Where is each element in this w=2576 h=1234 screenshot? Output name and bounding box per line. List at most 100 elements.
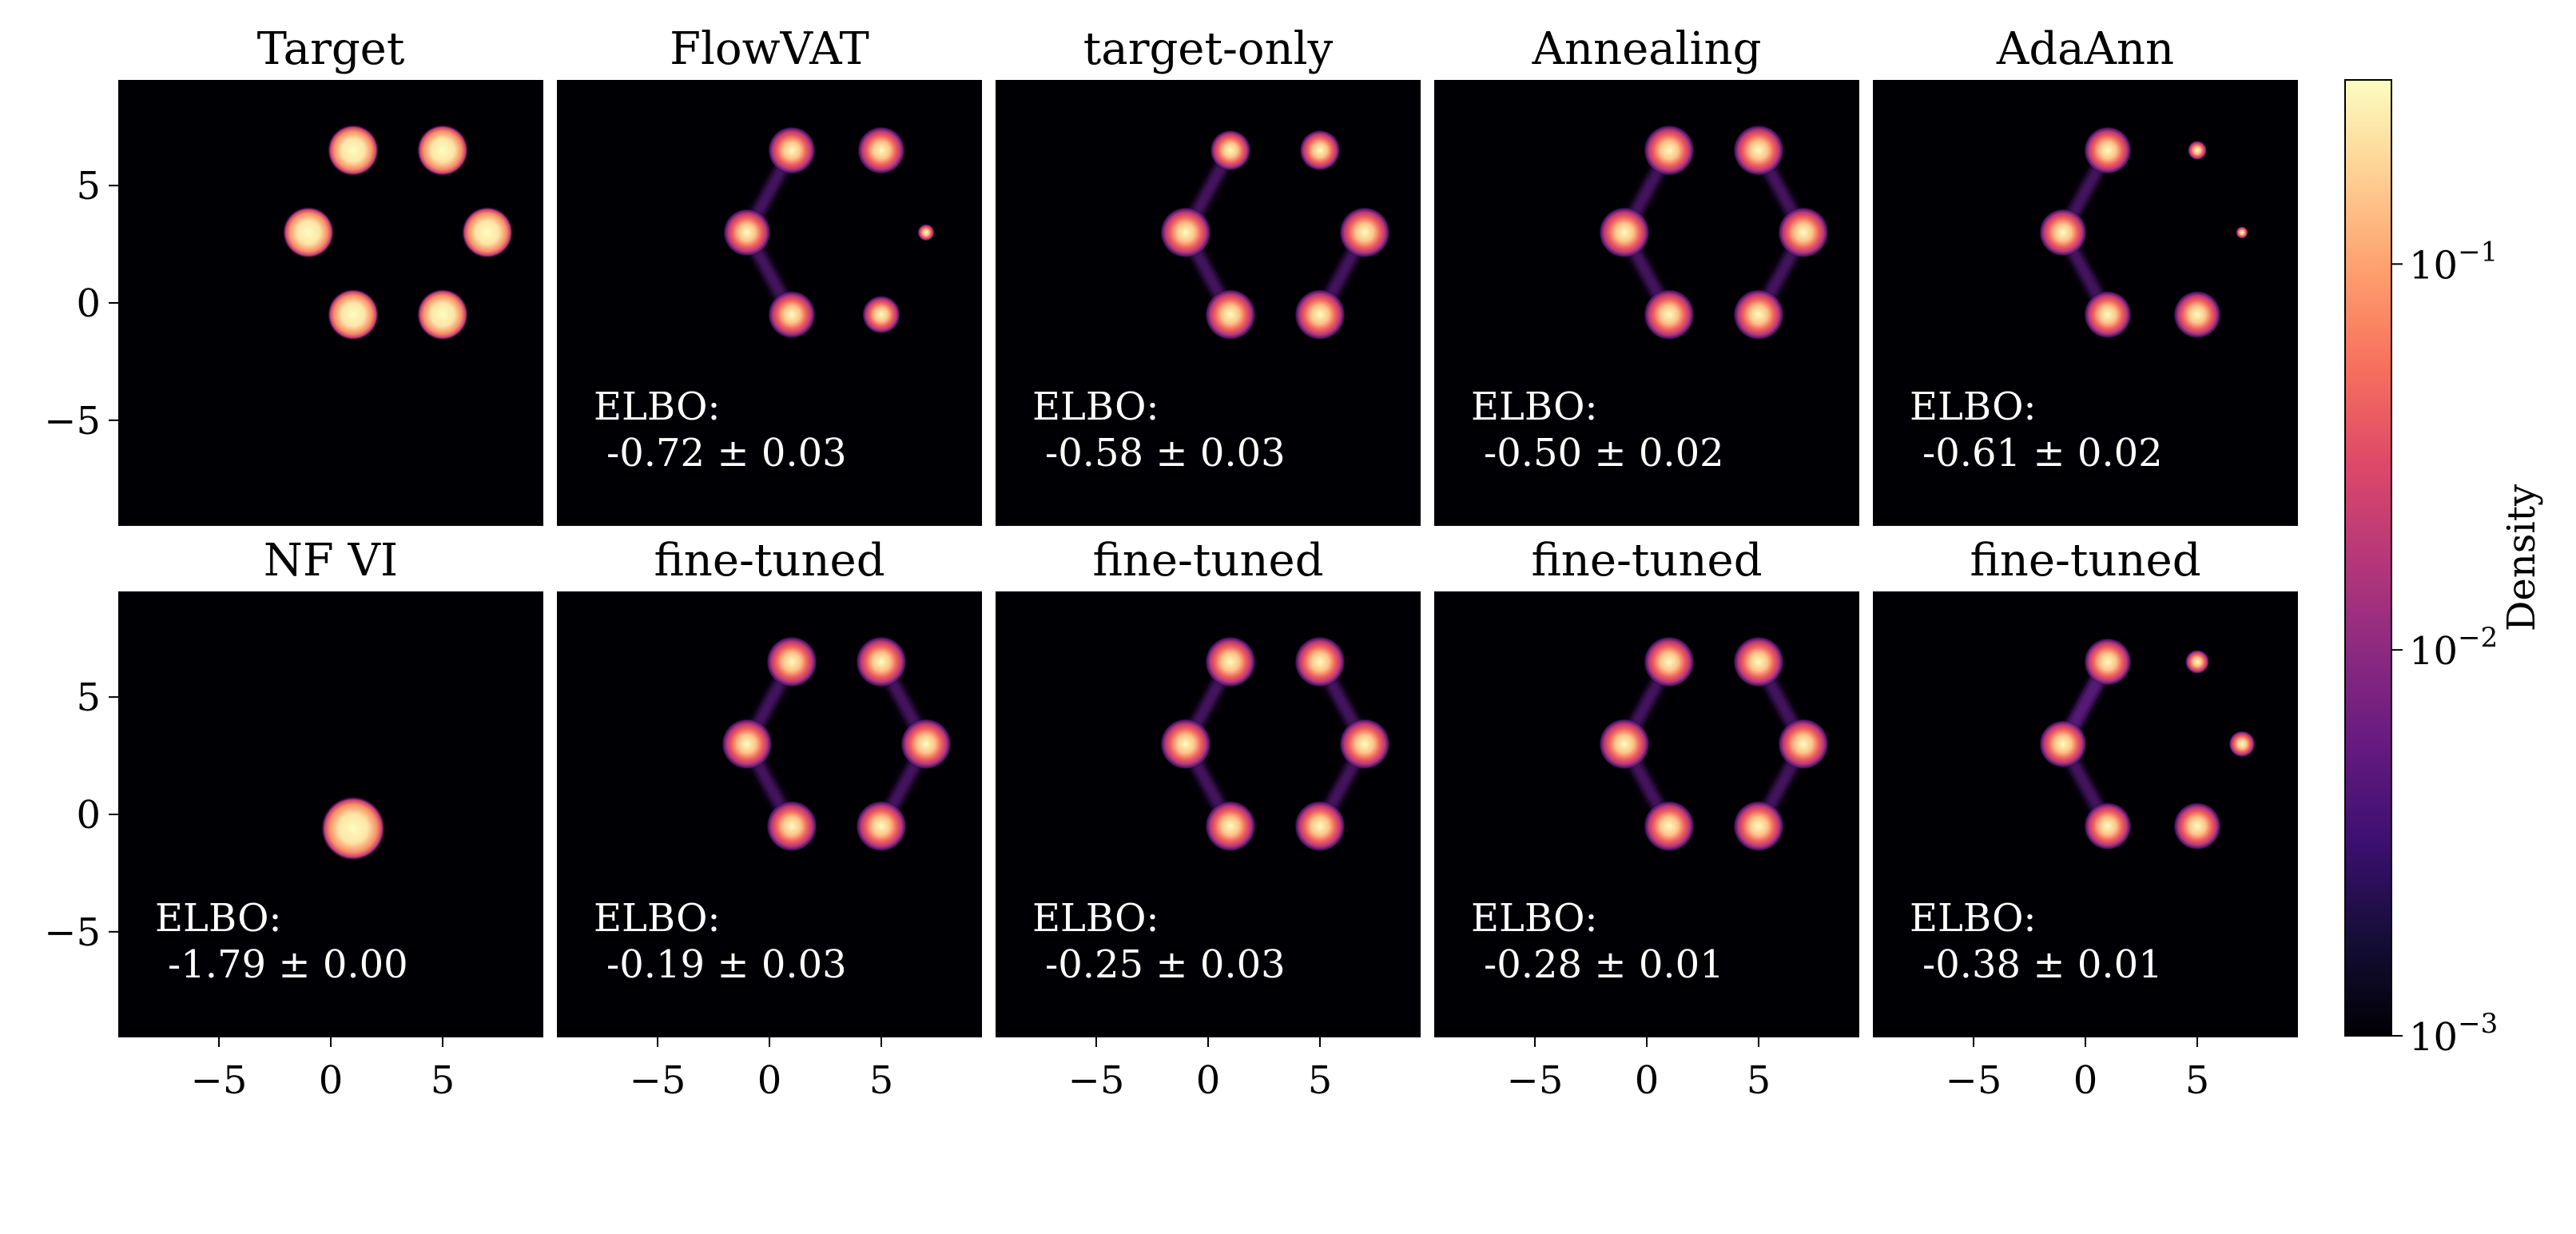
density-mode	[1733, 636, 1784, 688]
colorbar: 10−1 10−2 10−3 Density	[2344, 79, 2544, 1060]
x-tick-label: −5	[1068, 1058, 1125, 1103]
density-marks	[1160, 129, 1390, 340]
x-tick-label: 0	[319, 1058, 344, 1103]
panel-1: Target −5 0 5	[44, 23, 543, 526]
density-mode	[1210, 129, 1251, 171]
panel-title: NF VI	[264, 535, 398, 587]
density-marks	[1599, 125, 1829, 340]
density-mode	[328, 289, 379, 340]
y-tick-label: 5	[76, 164, 101, 209]
x-tick-label: 0	[1635, 1058, 1660, 1103]
panel-title: Annealing	[1532, 23, 1762, 75]
colorbar-gradient	[2344, 79, 2392, 1037]
density-mode	[862, 295, 900, 334]
density-mode	[766, 800, 817, 852]
density-marks	[1160, 636, 1390, 852]
elbo-label: ELBO:	[1471, 384, 1598, 429]
colorbar-label: Density	[2499, 484, 2544, 631]
colorbar-tick-label: 10−2	[2409, 622, 2498, 674]
panel-5: AdaAnn ELBO:-0.61 ± 0.02	[1873, 23, 2298, 526]
density-mode	[1778, 718, 1829, 770]
panel-8: fine-tuned ELBO:-0.25 ± 0.03 −5 0 5	[996, 535, 1421, 1103]
panel-title: fine-tuned	[1531, 535, 1762, 587]
elbo-label: ELBO:	[594, 896, 721, 941]
density-mode	[2236, 226, 2248, 239]
density-mode	[321, 796, 385, 861]
y-tick-label: −5	[44, 399, 101, 444]
density-mode	[2039, 719, 2087, 768]
elbo-label: ELBO:	[1032, 896, 1159, 941]
density-mode	[328, 125, 379, 177]
colorbar-ticks: 10−1 10−2 10−3	[2391, 236, 2498, 1060]
density-mode	[1733, 800, 1784, 852]
density-marks	[723, 126, 935, 339]
density-mode	[723, 208, 771, 257]
density-mode	[2173, 290, 2221, 339]
density-mode	[1599, 206, 1650, 258]
elbo-label: ELBO:	[1910, 896, 2037, 941]
density-mode	[2084, 802, 2132, 850]
density-mode	[1733, 125, 1784, 177]
density-mode	[2185, 650, 2209, 675]
colorbar-tick-label: 10−1	[2409, 236, 2498, 288]
x-tick-label: 5	[869, 1058, 894, 1103]
panel-6: NF VI ELBO:-1.79 ± 0.00 −5 0 5 −5 0 5	[44, 535, 543, 1103]
elbo-value: -0.19 ± 0.03	[606, 942, 847, 987]
density-mode	[768, 290, 816, 339]
x-tick-label: 5	[2185, 1058, 2210, 1103]
panel-title: AdaAnn	[1996, 23, 2174, 75]
x-tick-label: 5	[431, 1058, 455, 1103]
elbo-value: -0.58 ± 0.03	[1045, 431, 1286, 476]
y-tick-label: 0	[76, 793, 101, 838]
density-mode	[1299, 129, 1341, 171]
density-mode	[1294, 636, 1346, 688]
panel-title: fine-tuned	[1092, 535, 1323, 587]
panel-2: FlowVAT ELBO:-0.72 ± 0.03	[557, 23, 982, 526]
density-mode	[1160, 206, 1211, 258]
density-mode	[2084, 126, 2132, 175]
x-tick-label: −5	[191, 1058, 248, 1103]
elbo-value: -0.25 ± 0.03	[1045, 942, 1286, 987]
density-mode	[1644, 289, 1695, 340]
panel-title: Target	[257, 23, 405, 75]
panel-title: fine-tuned	[654, 535, 885, 587]
density-marks	[1599, 636, 1829, 852]
density-mode	[766, 636, 817, 688]
panel-4: Annealing ELBO:-0.50 ± 0.02	[1434, 23, 1859, 526]
density-mode	[856, 636, 907, 688]
density-mode	[1339, 718, 1390, 770]
density-mode	[2084, 290, 2132, 339]
x-tick-label: −5	[630, 1058, 686, 1103]
density-mode	[856, 800, 907, 852]
elbo-value: -0.50 ± 0.02	[1484, 431, 1724, 476]
y-tick-label: −5	[44, 910, 101, 955]
x-tick-label: 0	[757, 1058, 782, 1103]
x-tick-label: 0	[2073, 1058, 2098, 1103]
panel-10: fine-tuned ELBO:-0.38 ± 0.01 −5 0 5	[1873, 535, 2298, 1103]
density-marks	[321, 796, 385, 861]
panel-title: target-only	[1083, 23, 1334, 75]
x-tick-label: −5	[1946, 1058, 2002, 1103]
density-mode	[462, 206, 513, 258]
density-mode	[417, 289, 468, 340]
colorbar-tick-label: 10−3	[2409, 1008, 2498, 1060]
panel-7: fine-tuned ELBO:-0.19 ± 0.03 −5 0 5	[557, 535, 982, 1103]
elbo-value: -0.61 ± 0.02	[1922, 431, 2163, 476]
elbo-label: ELBO:	[1471, 896, 1598, 941]
density-mode	[2084, 638, 2132, 687]
density-mode	[1205, 800, 1256, 852]
elbo-label: ELBO:	[1032, 384, 1159, 429]
x-tick-label: 5	[1747, 1058, 1771, 1103]
panel-title: fine-tuned	[1970, 535, 2200, 587]
elbo-label: ELBO:	[155, 896, 282, 941]
density-mode	[1733, 289, 1784, 340]
density-mode	[917, 224, 935, 241]
panel-9: fine-tuned ELBO:-0.28 ± 0.01 −5 0 5	[1434, 535, 1859, 1103]
density-marks	[2039, 638, 2256, 850]
density-mode	[900, 718, 952, 770]
density-mode	[1644, 636, 1695, 688]
density-mode	[1294, 289, 1346, 340]
density-mode	[1160, 718, 1211, 770]
